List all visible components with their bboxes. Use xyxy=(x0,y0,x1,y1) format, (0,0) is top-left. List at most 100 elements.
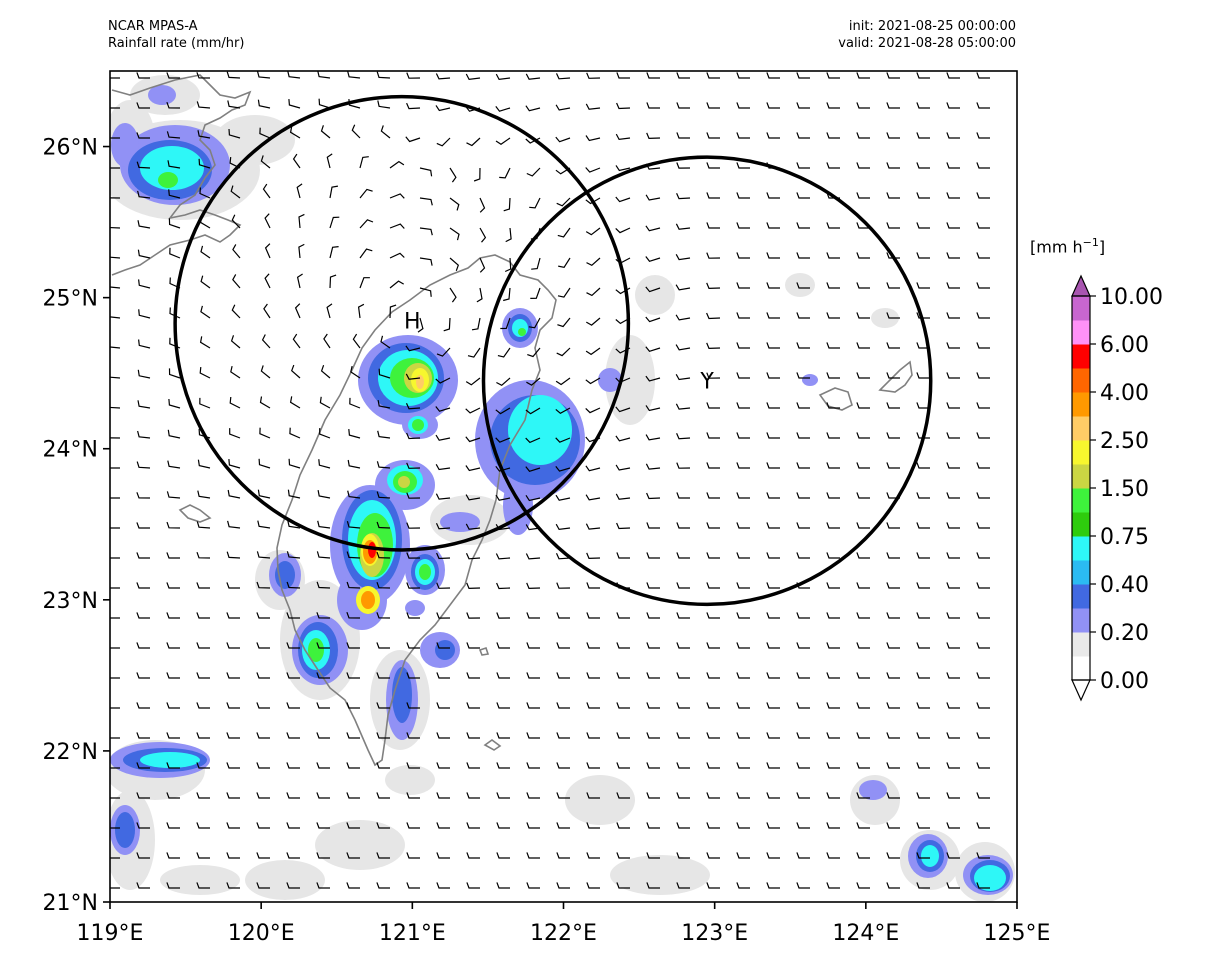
wind-barb xyxy=(856,612,870,619)
wind-barb xyxy=(766,462,780,469)
wind-barb xyxy=(706,222,720,229)
wind-barb xyxy=(227,489,241,499)
wind-barb xyxy=(292,333,301,349)
wind-barb xyxy=(471,317,481,331)
colorbar-label: 1.50 xyxy=(1100,477,1149,502)
wind-barb xyxy=(796,672,810,679)
wind-barb xyxy=(706,432,720,439)
model-name: NCAR MPAS-A xyxy=(108,19,198,34)
wind-barb xyxy=(138,309,151,319)
wind-barb xyxy=(526,672,540,679)
wind-barb xyxy=(136,161,151,169)
wind-barb xyxy=(676,462,691,469)
wind-barb xyxy=(256,551,271,559)
wind-barb xyxy=(946,402,960,409)
wind-barb xyxy=(229,396,241,409)
wind-barb xyxy=(826,792,840,799)
wind-barb xyxy=(436,672,450,679)
wind-barb xyxy=(376,732,390,739)
wind-barb xyxy=(555,407,571,415)
wind-barb xyxy=(168,218,181,229)
wind-barb xyxy=(495,553,511,560)
wind-barb xyxy=(196,101,211,109)
wind-barb xyxy=(976,492,990,499)
wind-barb xyxy=(796,612,810,619)
wind-barb xyxy=(736,372,750,379)
wind-barb xyxy=(231,304,241,319)
wind-barb xyxy=(166,491,181,499)
penghu-islands xyxy=(178,504,212,523)
wind-barb xyxy=(886,552,900,559)
wind-barb xyxy=(766,372,780,379)
wind-barb xyxy=(856,162,870,169)
header-right: init: 2021-08-25 00:00:00 valid: 2021-08… xyxy=(838,18,1016,52)
wind-barb xyxy=(916,312,930,319)
wind-barb xyxy=(645,225,661,232)
wind-barb xyxy=(916,522,930,529)
wind-barb xyxy=(766,702,780,709)
wind-barb xyxy=(826,282,840,289)
wind-barb xyxy=(226,852,240,859)
wind-barb xyxy=(376,642,390,649)
wind-barb xyxy=(586,582,600,589)
wind-barb xyxy=(406,582,421,589)
wind-barb xyxy=(616,792,630,799)
wind-barb xyxy=(230,185,241,199)
wind-barb xyxy=(137,249,151,259)
wind-barb xyxy=(856,492,870,499)
wind-barb xyxy=(227,520,241,529)
ryukyu-island xyxy=(818,387,853,411)
wind-barb xyxy=(706,342,721,350)
wind-barb xyxy=(230,335,241,349)
wind-barb xyxy=(256,822,270,829)
wind-barb xyxy=(198,158,211,169)
wind-barb xyxy=(496,822,510,829)
wind-barb xyxy=(675,254,691,261)
wind-barb xyxy=(796,402,810,409)
wind-barb xyxy=(136,102,150,109)
wind-barb xyxy=(167,460,181,469)
wind-barb xyxy=(323,333,331,349)
wind-barb xyxy=(976,162,990,169)
wind-barb xyxy=(736,522,750,529)
wind-barb xyxy=(766,552,780,559)
wind-barb xyxy=(286,882,300,889)
wind-barb xyxy=(359,248,373,259)
wind-barb xyxy=(856,552,870,559)
wind-barb xyxy=(916,762,930,769)
wind-barb xyxy=(856,252,870,259)
wind-barb xyxy=(200,245,211,259)
range-circle-h xyxy=(173,94,631,552)
wind-barb xyxy=(946,612,960,619)
wind-barb xyxy=(406,882,420,889)
wind-barb xyxy=(168,398,181,409)
wind-barb xyxy=(856,522,870,529)
wind-barb xyxy=(406,492,421,499)
colorbar-segment xyxy=(1072,608,1090,633)
colorbar-segment xyxy=(1072,656,1090,681)
wind-barb xyxy=(946,312,960,319)
wind-barb xyxy=(736,222,750,229)
wind-barb xyxy=(675,314,691,321)
wind-barb xyxy=(556,197,571,207)
wind-barb xyxy=(347,71,361,79)
wind-barb xyxy=(200,305,211,319)
wind-barb xyxy=(736,672,750,679)
wind-barb xyxy=(706,402,720,409)
wind-barb xyxy=(615,435,631,442)
wind-barb xyxy=(316,822,330,829)
wind-barb xyxy=(227,100,241,109)
wind-barb xyxy=(376,521,391,529)
wind-barb xyxy=(676,522,690,529)
wind-barb xyxy=(645,194,661,201)
wind-barb xyxy=(586,257,601,267)
small-island-1 xyxy=(483,739,502,751)
wind-barb xyxy=(287,71,301,79)
wind-barb xyxy=(766,852,780,859)
wind-barb xyxy=(646,732,660,739)
wind-barb xyxy=(706,492,720,499)
wind-barb xyxy=(826,642,840,649)
wind-barb xyxy=(256,612,270,619)
wind-barb xyxy=(232,274,241,289)
